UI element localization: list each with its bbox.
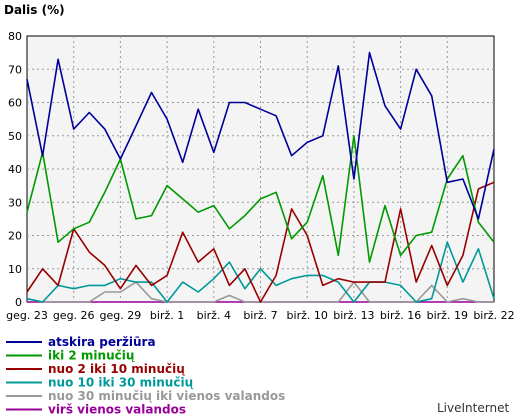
series-line: [26, 135, 495, 263]
y-tick-label: 60: [8, 97, 22, 110]
x-tick-label: birž. 22: [473, 309, 514, 322]
grid: [27, 36, 494, 302]
x-tick-label: geg. 29: [100, 309, 142, 322]
series-line: [26, 181, 495, 303]
chart-title: Dalis (%): [4, 3, 65, 17]
x-tick-label: birž. 10: [287, 309, 328, 322]
legend-label: virš vienos valandos: [48, 403, 186, 417]
x-axis-ticks: geg. 23 geg. 26 geg. 29 birž. 1 birž. 4 birž.…: [6, 309, 515, 322]
y-tick-label: 50: [8, 130, 22, 143]
y-tick-label: 0: [15, 296, 22, 309]
y-tick-label: 20: [8, 230, 22, 243]
x-tick-label: birž. 1: [150, 309, 184, 322]
series-line: [26, 241, 495, 303]
legend-label: nuo 30 minučių iki vienos valandos: [48, 389, 285, 403]
y-tick-label: 10: [8, 263, 22, 276]
x-tick-label: geg. 23: [6, 309, 48, 322]
series-lines: [26, 51, 495, 303]
y-tick-label: 40: [8, 163, 22, 176]
legend-label: nuo 10 iki 30 minučių: [48, 376, 194, 390]
y-tick-label: 70: [8, 63, 22, 76]
legend-label: nuo 2 iki 10 minučių: [48, 362, 185, 376]
y-tick-label: 30: [8, 196, 22, 209]
legend-label: atskira peržiūra: [48, 335, 156, 349]
x-tick-label: birž. 7: [243, 309, 277, 322]
x-tick-label: birž. 4: [197, 309, 231, 322]
series-line: [26, 51, 495, 220]
legend-label: iki 2 minučių: [48, 349, 135, 363]
y-axis-ticks: 0 10 20 30 40 50 60 70 80: [8, 30, 22, 309]
x-tick-label: birž. 16: [380, 309, 421, 322]
brand-label: LiveInternet: [437, 401, 509, 415]
x-tick-label: geg. 26: [53, 309, 95, 322]
x-tick-label: birž. 19: [427, 309, 468, 322]
y-tick-label: 80: [8, 30, 22, 43]
x-tick-label: birž. 13: [333, 309, 374, 322]
